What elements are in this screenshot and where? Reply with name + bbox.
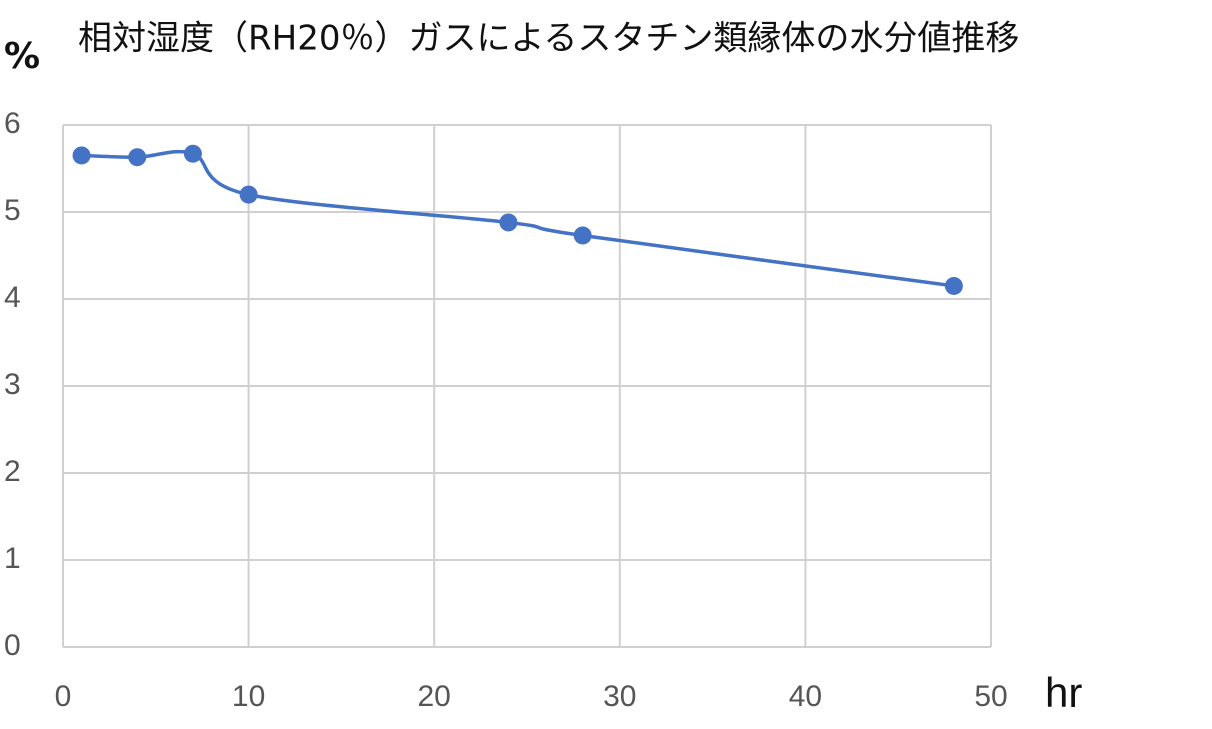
data-point	[128, 148, 147, 167]
chart-title: 相対湿度（RH20％）ガスによるスタチン類縁体の水分値推移	[78, 19, 1019, 59]
x-tick-label: 30	[603, 680, 636, 713]
y-tick-label: 6	[4, 107, 21, 140]
data-point	[72, 146, 91, 165]
x-tick-label: 10	[232, 680, 265, 713]
data-point	[499, 213, 518, 232]
y-tick-label: 1	[4, 542, 21, 575]
data-point	[944, 276, 963, 295]
y-tick-label: 2	[4, 455, 21, 488]
x-tick-label: 50	[974, 680, 1007, 713]
data-point	[573, 226, 592, 245]
x-tick-label: 40	[789, 680, 822, 713]
x-tick-label: 20	[418, 680, 451, 713]
data-point	[239, 185, 258, 204]
x-axis-label: hr	[1045, 669, 1082, 716]
y-axis-label: %	[4, 36, 40, 77]
y-tick-label: 4	[4, 281, 21, 314]
y-tick-label: 0	[4, 629, 21, 662]
y-tick-label: 3	[4, 368, 21, 401]
line	[81, 149, 955, 288]
data-point	[183, 144, 202, 163]
x-tick-label: 0	[55, 680, 72, 713]
y-tick-label: 5	[4, 194, 21, 227]
